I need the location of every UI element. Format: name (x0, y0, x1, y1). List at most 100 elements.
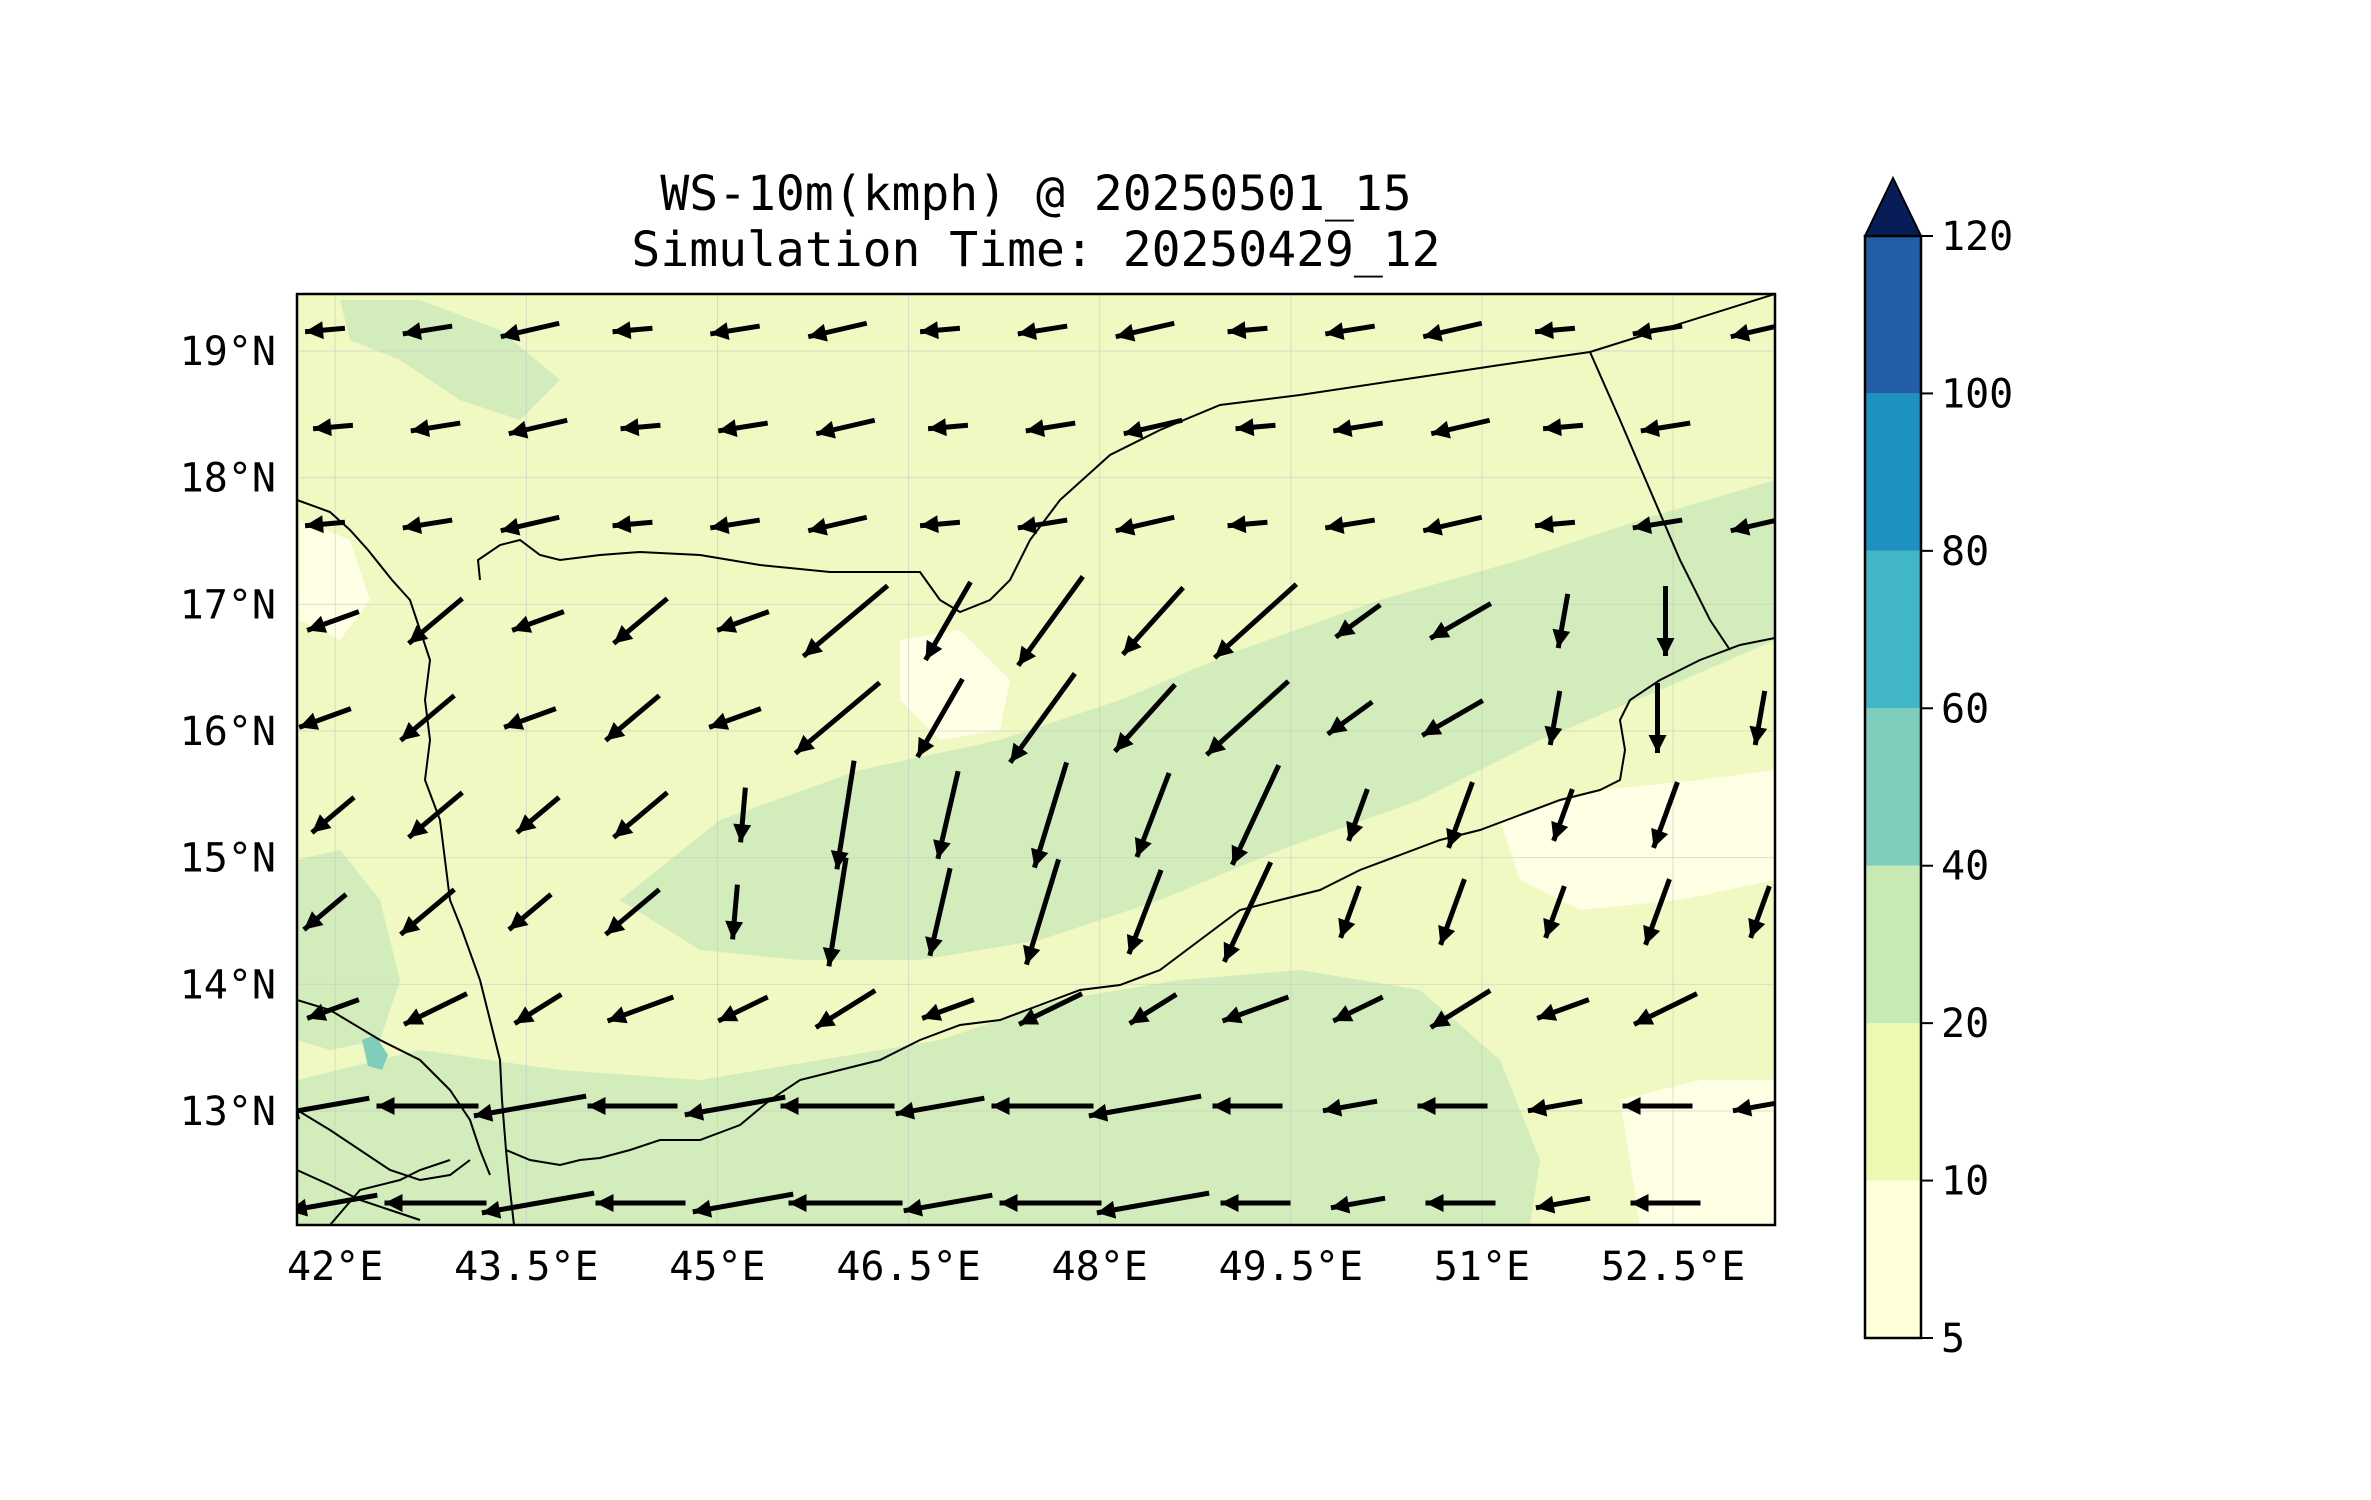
wind-arrow-shaft (834, 760, 857, 870)
wind-arrow-head (815, 1010, 836, 1028)
x-tick-label: 52.5°E (1601, 1244, 1746, 1290)
colorbar-tick-label: 80 (1941, 529, 1989, 575)
wind-arrow-head (400, 916, 421, 935)
wind-arrow-head (718, 1005, 739, 1022)
wind-arrow-head (1088, 1103, 1109, 1122)
wind-arrow-head (1214, 639, 1235, 658)
wind-arrow-head (1431, 420, 1451, 439)
wind-arrow-head (1023, 944, 1041, 965)
wind-arrow-head (514, 1006, 535, 1024)
wind-arrow-head (305, 321, 324, 340)
wind-arrow-head (408, 819, 429, 838)
wind-arrow-head (1096, 1200, 1117, 1219)
wind-arrow-head (933, 839, 951, 859)
coastline-horn-of-africa (297, 999, 491, 1176)
wind-arrow-shaft (1032, 761, 1069, 869)
wind-arrow-head (788, 1194, 807, 1212)
wind-arrow-head (307, 615, 328, 633)
wind-arrow-head (1425, 1194, 1444, 1212)
wind-arrow-head (481, 1200, 502, 1219)
wind-arrow-head (692, 1199, 713, 1218)
wind-arrow-head (1622, 1097, 1641, 1115)
x-tick-label: 49.5°E (1219, 1244, 1364, 1290)
wind-arrow-head (1126, 933, 1144, 955)
wind-arrows (297, 320, 1775, 1219)
wind-arrow-head (1017, 322, 1037, 340)
wind-arrow-head (613, 625, 634, 644)
wind-arrow-head (1748, 917, 1766, 938)
colorbar-tick-label: 100 (1941, 371, 2013, 417)
wind-arrow-shaft (1221, 861, 1274, 963)
colorbar-segment (1865, 550, 1921, 709)
chart-title: WS-10m(kmph) @ 20250501_15 (660, 166, 1412, 222)
wind-arrow-head (410, 419, 430, 437)
wind-arrow-shaft (826, 857, 849, 967)
chart-subtitle: Simulation Time: 20250429_12 (631, 222, 1441, 278)
map-frame (295, 292, 1777, 1227)
wind-arrow-head (1535, 515, 1554, 534)
wind-arrow-head (1115, 323, 1136, 342)
wind-arrow-head (1537, 1003, 1558, 1021)
wind-arrow-head (920, 321, 939, 340)
wind-arrow-head (1730, 517, 1751, 536)
wind-arrow-head (612, 321, 632, 340)
wind-arrow-head (402, 516, 422, 534)
wind-arrow-head (1535, 321, 1554, 340)
y-tick-label: 16°N (180, 709, 276, 755)
wind-arrow-head (1123, 420, 1144, 439)
wind-arrow-head (928, 418, 947, 437)
map-plot-area (297, 294, 1775, 1225)
border-saudi-yemen (476, 294, 1775, 614)
wind-arrow-head (299, 712, 320, 730)
wind-arrow-head (1114, 732, 1134, 752)
wind-arrow-head (725, 920, 744, 940)
wind-arrow-shaft (1024, 858, 1061, 966)
x-tick-label: 48°E (1052, 1244, 1148, 1290)
wind-arrow-head (500, 517, 521, 536)
y-tick-label: 17°N (180, 582, 276, 628)
y-tick-label: 19°N (180, 329, 276, 375)
wind-arrow-head (1010, 742, 1029, 763)
wind-arrow-head (1335, 619, 1356, 638)
wind-arrow-head (1417, 1097, 1436, 1115)
wind-arrow-head (376, 1097, 395, 1115)
wind-arrow-head (830, 850, 849, 870)
wind-arrow-head (605, 722, 626, 741)
wind-arrow-head (1543, 418, 1562, 437)
colorbar-extend-arrow (1863, 175, 1923, 237)
wind-arrow-head (1552, 628, 1571, 649)
y-tick-label: 18°N (180, 456, 276, 502)
wind-arrow-head (297, 1198, 308, 1217)
wind-arrow-head (404, 1008, 425, 1025)
wind-arrow-head (795, 734, 815, 754)
wind-arrow-head (587, 1097, 606, 1115)
wind-arrow-head (895, 1101, 915, 1120)
wind-arrow-head (1338, 917, 1356, 938)
wind-arrow-head (1206, 736, 1227, 755)
wind-arrow-head (1446, 827, 1464, 848)
colorbar-segment (1865, 236, 1921, 394)
wind-arrow-head (1527, 1098, 1548, 1117)
colorbar-segment (1865, 865, 1921, 1024)
colorbar-segment (1865, 1180, 1921, 1338)
wind-arrow-shaft (1016, 575, 1085, 667)
wind-arrow-head (925, 936, 943, 956)
wind-arrow-head (516, 814, 537, 833)
wind-arrow-shaft (481, 1190, 595, 1216)
wind-arrow-head (1632, 516, 1652, 534)
wind-arrow-shaft (1212, 582, 1299, 660)
wind-arrow-head (408, 625, 429, 644)
wind-arrow-head (613, 819, 634, 838)
wind-arrow-head (384, 1194, 403, 1212)
wind-arrow-head (1749, 725, 1768, 746)
wind-arrow-head (1330, 1195, 1351, 1214)
wind-band-west (297, 850, 400, 1050)
colorbar-tick-label: 5 (1941, 1316, 1965, 1362)
coastline-horn-of-africa-south (297, 1109, 471, 1182)
wind-arrow-head (803, 637, 823, 657)
x-tick-label: 43.5°E (454, 1244, 599, 1290)
wind-arrow-shaft (1088, 1093, 1202, 1119)
wind-band-south (297, 970, 1540, 1225)
wind-arrow-head (1322, 1098, 1343, 1117)
